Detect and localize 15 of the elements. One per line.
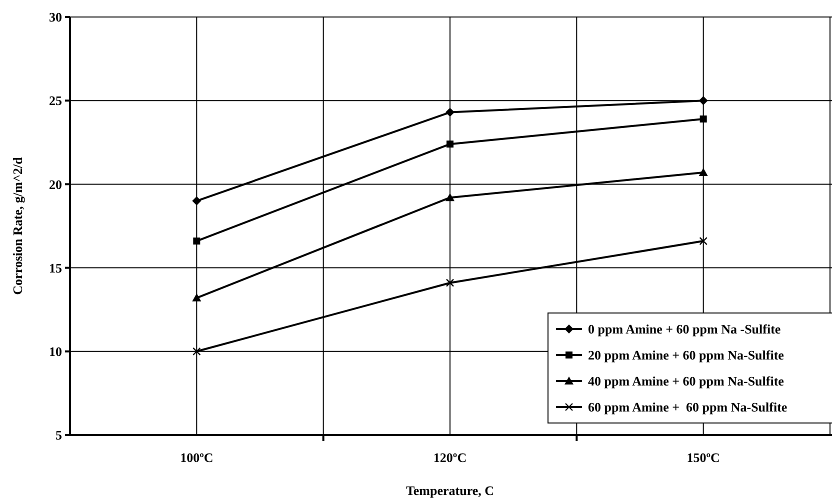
legend-label: 40 ppm Amine + 60 ppm Na-Sulfite [588,374,784,389]
x-tick-label: 120ºC [433,450,467,465]
y-tick-label: 30 [49,10,62,25]
legend-label: 0 ppm Amine + 60 ppm Na -Sulfite [588,322,781,337]
legend-label: 20 ppm Amine + 60 ppm Na-Sulfite [588,348,784,363]
y-axis-title: Corrosion Rate, g/m^2/d [10,156,25,295]
y-tick-label: 5 [56,428,62,443]
y-tick-label: 10 [49,344,62,359]
legend-label: 60 ppm Amine + 60 ppm Na-Sulfite [588,400,788,415]
y-tick-label: 25 [49,93,62,108]
x-tick-label: 100ºC [180,450,214,465]
x-axis-title: Temperature, C [406,483,494,498]
y-tick-label: 15 [49,260,62,276]
y-tick-label: 20 [49,176,62,192]
x-tick-label: 150ºC [686,450,720,465]
